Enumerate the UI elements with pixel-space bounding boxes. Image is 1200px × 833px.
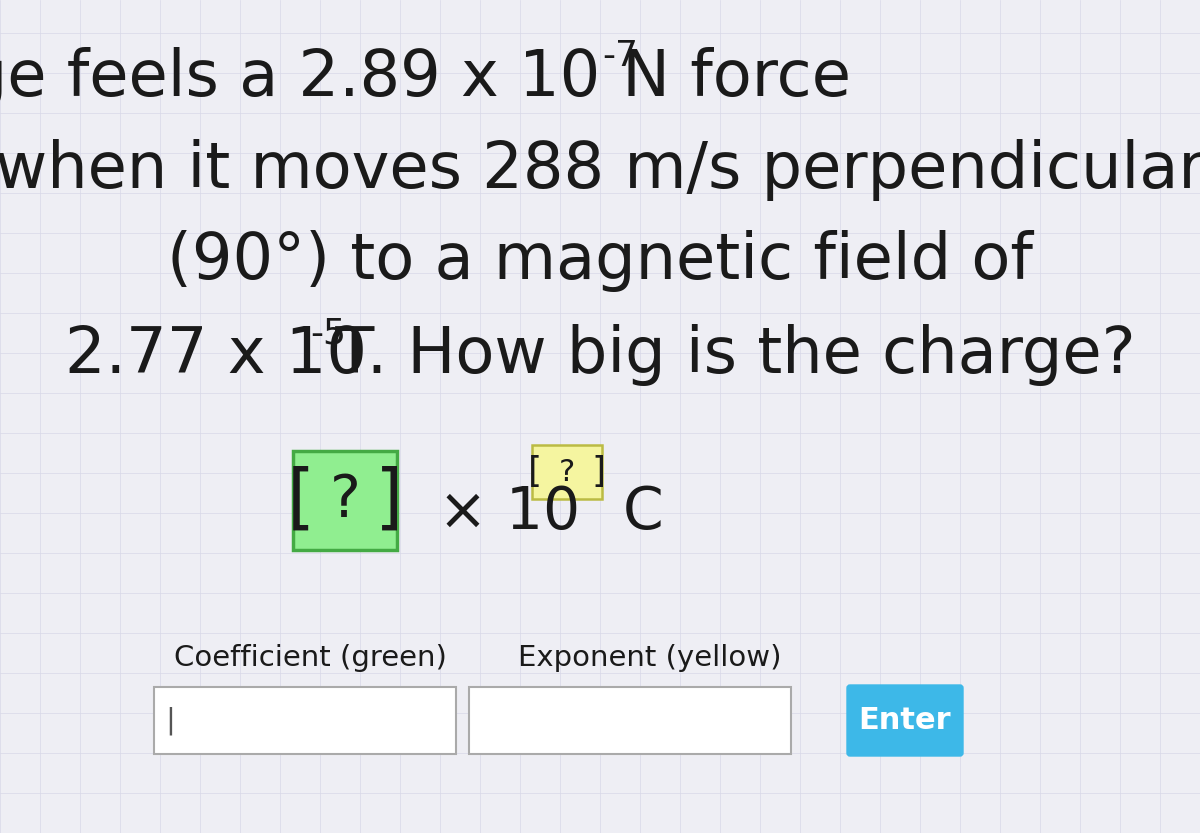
Text: when it moves 288 m/s perpendicular: when it moves 288 m/s perpendicular bbox=[0, 139, 1200, 201]
Text: ]: ] bbox=[374, 466, 403, 535]
Text: Exponent (yellow): Exponent (yellow) bbox=[518, 644, 781, 672]
Text: Enter: Enter bbox=[859, 706, 952, 735]
FancyBboxPatch shape bbox=[532, 445, 602, 499]
Text: N force: N force bbox=[602, 47, 851, 109]
Text: ?: ? bbox=[559, 457, 575, 486]
Text: T. How big is the charge?: T. How big is the charge? bbox=[314, 324, 1135, 386]
Text: [: [ bbox=[528, 455, 542, 489]
Text: ]: ] bbox=[592, 455, 606, 489]
Text: C: C bbox=[623, 485, 664, 541]
Text: 2.77 x 10: 2.77 x 10 bbox=[65, 324, 367, 386]
Text: ?: ? bbox=[330, 472, 360, 529]
Text: × 10: × 10 bbox=[420, 485, 580, 541]
Text: A charge feels a 2.89 x 10: A charge feels a 2.89 x 10 bbox=[0, 47, 600, 109]
Text: -5: -5 bbox=[310, 316, 346, 350]
Text: (90°) to a magnetic field of: (90°) to a magnetic field of bbox=[167, 230, 1033, 292]
FancyBboxPatch shape bbox=[293, 451, 397, 550]
FancyBboxPatch shape bbox=[847, 685, 964, 756]
Text: [: [ bbox=[287, 466, 316, 535]
Text: |: | bbox=[166, 706, 175, 735]
FancyBboxPatch shape bbox=[154, 687, 456, 754]
Text: -7: -7 bbox=[602, 39, 638, 73]
FancyBboxPatch shape bbox=[469, 687, 791, 754]
Text: Coefficient (green): Coefficient (green) bbox=[174, 644, 446, 672]
